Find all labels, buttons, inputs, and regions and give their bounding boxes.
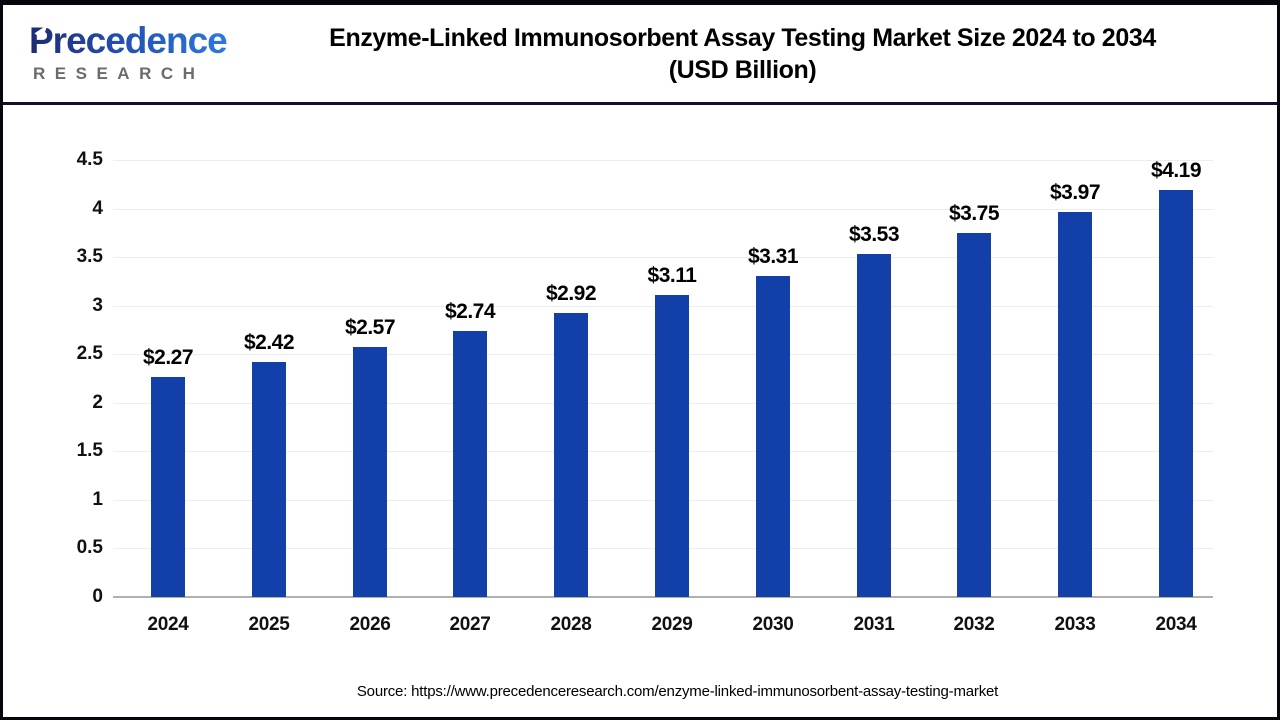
- y-tick-label: 0.5: [76, 537, 103, 558]
- y-tick-label: 1.5: [76, 440, 103, 461]
- bar-value-label-2030: $3.31: [747, 245, 799, 268]
- bar-value-label-2024: $2.27: [142, 346, 194, 369]
- logo-brand-label: Precedence: [29, 20, 227, 61]
- source-note: Source: https://www.precedenceresearch.c…: [356, 683, 999, 700]
- bar-value-label-2025: $2.42: [243, 331, 295, 354]
- x-axis-line: [113, 596, 1213, 598]
- x-tick-label-2034: 2034: [1155, 614, 1197, 635]
- bar-2024: [151, 377, 185, 597]
- x-tick-label-2029: 2029: [651, 614, 693, 635]
- bar-value-label-2029: $3.11: [647, 264, 697, 287]
- bar-2034: [1159, 190, 1193, 597]
- logo-subbrand-text: RESEARCH: [33, 64, 205, 83]
- y-tick-label: 2.5: [76, 343, 103, 364]
- logo-brand-text: Precedence: [29, 21, 238, 61]
- bar-2027: [453, 331, 487, 597]
- y-tick-label: 0: [92, 586, 103, 607]
- precedence-research-logo: Precedence RESEARCH: [3, 5, 238, 102]
- bar-value-label-2028: $2.92: [545, 282, 597, 305]
- bar-2033: [1058, 212, 1092, 597]
- bar-value-label-2032: $3.75: [948, 202, 1000, 225]
- chart-title: Enzyme-Linked Immunosorbent Assay Testin…: [238, 5, 1277, 102]
- bar-value-label-2033: $3.97: [1049, 181, 1101, 204]
- gridline: [113, 209, 1213, 210]
- y-tick-label: 2: [92, 392, 103, 413]
- bar-2026: [353, 347, 387, 597]
- x-tick-label-2024: 2024: [147, 614, 189, 635]
- bar-2031: [857, 254, 891, 597]
- x-tick-label-2027: 2027: [449, 614, 491, 635]
- y-tick-label: 1: [92, 489, 103, 510]
- x-tick-label-2033: 2033: [1054, 614, 1096, 635]
- y-tick-label: 4.5: [76, 149, 103, 170]
- y-tick-label: 4: [92, 198, 103, 219]
- x-tick-label-2028: 2028: [550, 614, 592, 635]
- x-tick-label-2026: 2026: [349, 614, 391, 635]
- bar-2025: [252, 362, 286, 597]
- bar-2032: [957, 233, 991, 597]
- x-tick-label-2025: 2025: [248, 614, 290, 635]
- bar-value-label-2026: $2.57: [344, 316, 396, 339]
- gridline: [113, 257, 1213, 258]
- bar-2029: [655, 295, 689, 597]
- bar-2028: [554, 313, 588, 597]
- chart-title-line1: Enzyme-Linked Immunosorbent Assay Testin…: [329, 24, 1156, 52]
- bar-value-label-2027: $2.74: [444, 300, 496, 323]
- chart-title-line2: (USD Billion): [668, 56, 817, 84]
- x-tick-label-2032: 2032: [953, 614, 995, 635]
- y-tick-label: 3: [92, 295, 103, 316]
- y-tick-label: 3.5: [76, 246, 103, 267]
- bar-value-label-2034: $4.19: [1150, 159, 1202, 182]
- plot-area: Source: https://www.precedenceresearch.c…: [3, 105, 1277, 714]
- header: Precedence RESEARCH Enzyme-Linked Immuno…: [3, 5, 1277, 105]
- x-tick-label-2031: 2031: [853, 614, 895, 635]
- bar-value-label-2031: $3.53: [848, 223, 900, 246]
- bar-2030: [756, 276, 790, 597]
- x-tick-label-2030: 2030: [752, 614, 794, 635]
- gridline: [113, 160, 1213, 161]
